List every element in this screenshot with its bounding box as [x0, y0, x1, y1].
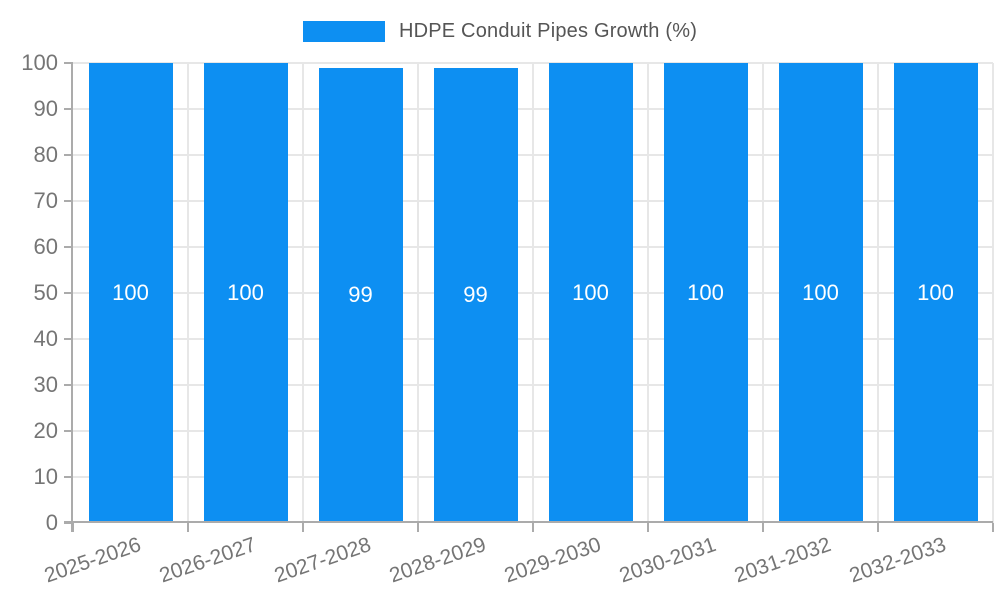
x-tick-label: 2032-2033 [846, 533, 949, 588]
y-tick-label: 100 [21, 50, 58, 75]
x-gridline [762, 63, 764, 523]
x-tick-label: 2026-2027 [156, 533, 259, 588]
x-tick-mark [992, 523, 994, 532]
y-tick-mark [64, 246, 73, 248]
x-tick-mark [187, 523, 189, 532]
x-gridline [417, 63, 419, 523]
x-tick-mark [532, 523, 534, 532]
bar[interactable]: 100 [893, 63, 978, 523]
bar[interactable]: 100 [778, 63, 863, 523]
legend-label: HDPE Conduit Pipes Growth (%) [398, 20, 698, 42]
x-tick-label: 2030-2031 [616, 533, 719, 588]
y-tick-mark [64, 62, 73, 64]
y-tick-mark [64, 384, 73, 386]
x-tick-mark [302, 523, 304, 532]
x-tick-label: 2028-2029 [386, 533, 489, 588]
y-tick-label: 30 [33, 372, 58, 397]
x-gridline [532, 63, 534, 523]
y-tick-mark [64, 200, 73, 202]
bar-value-label: 100 [227, 280, 264, 305]
x-tick-mark [417, 523, 419, 532]
y-tick-mark [64, 522, 73, 524]
y-tick-label: 40 [33, 326, 58, 351]
x-gridline [647, 63, 649, 523]
x-tick-label: 2031-2032 [731, 533, 834, 588]
bar-value-label: 100 [572, 280, 609, 305]
x-gridline [877, 63, 879, 523]
x-tick-label: 2025-2026 [41, 533, 144, 588]
x-gridline [187, 63, 189, 523]
y-axis-line [71, 63, 73, 532]
y-tick-label: 0 [45, 510, 58, 535]
bar-value-label: 99 [348, 282, 373, 308]
bar[interactable]: 100 [548, 63, 633, 523]
bar-value-label: 100 [112, 280, 149, 305]
bar[interactable]: 100 [663, 63, 748, 523]
bar-value-label: 100 [917, 280, 954, 305]
x-tick-label: 2029-2030 [501, 533, 604, 588]
y-tick-label: 50 [33, 280, 58, 305]
y-tick-label: 90 [33, 96, 58, 121]
chart-legend[interactable]: HDPE Conduit Pipes Growth (%) [0, 20, 1000, 43]
x-gridline [302, 63, 304, 523]
y-tick-label: 20 [33, 418, 58, 443]
y-tick-label: 80 [33, 142, 58, 167]
x-tick-mark [72, 523, 74, 532]
y-tick-label: 70 [33, 188, 58, 213]
y-tick-mark [64, 338, 73, 340]
bar[interactable]: 100 [203, 63, 288, 523]
x-tick-mark [877, 523, 879, 532]
x-tick-mark [647, 523, 649, 532]
y-tick-mark [64, 430, 73, 432]
y-tick-mark [64, 292, 73, 294]
y-tick-label: 60 [33, 234, 58, 259]
bar[interactable]: 100 [88, 63, 173, 523]
bar-value-label: 100 [802, 280, 839, 305]
bar-value-label: 100 [687, 280, 724, 305]
x-tick-label: 2027-2028 [271, 533, 374, 588]
y-tick-label: 10 [33, 464, 58, 489]
bar-value-label: 99 [463, 282, 488, 308]
y-tick-mark [64, 154, 73, 156]
x-axis-line [64, 521, 993, 523]
bar[interactable]: 99 [433, 67, 518, 523]
x-gridline [992, 63, 994, 523]
y-gridline [73, 62, 993, 64]
y-tick-mark [64, 108, 73, 110]
bar[interactable]: 99 [318, 67, 403, 523]
legend-swatch [302, 21, 385, 42]
y-tick-mark [64, 476, 73, 478]
x-tick-mark [762, 523, 764, 532]
